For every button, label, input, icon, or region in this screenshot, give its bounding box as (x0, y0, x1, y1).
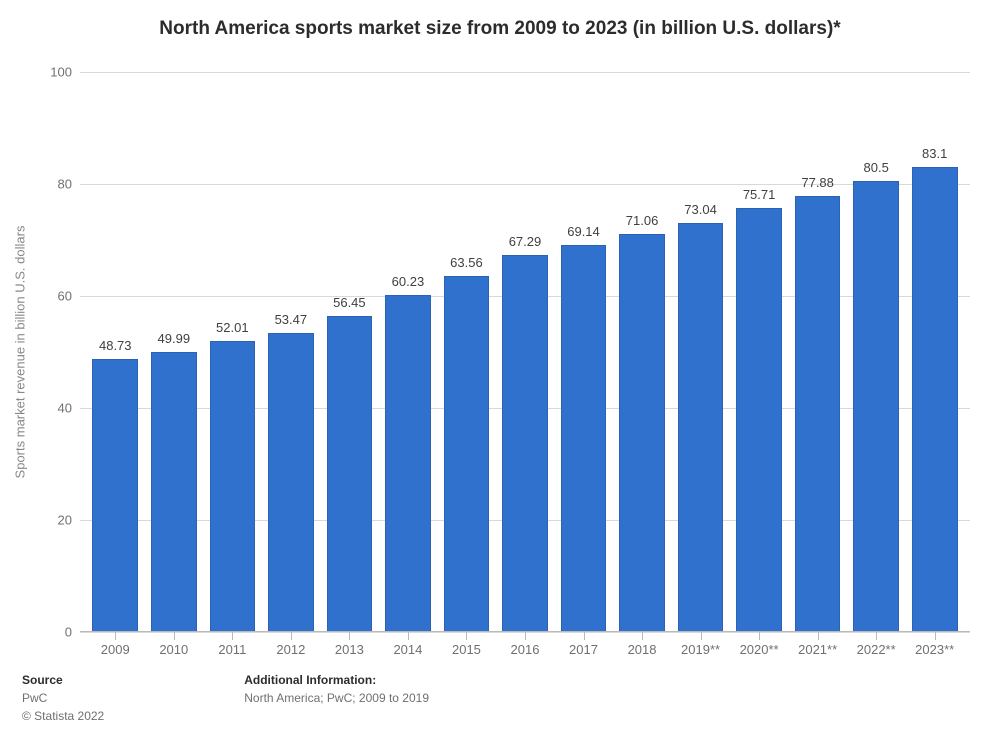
chart-footer: Source PwC © Statista 2022 Additional In… (22, 671, 972, 725)
y-axis-label: Sports market revenue in billion U.S. do… (13, 226, 28, 479)
bar-value-label: 49.99 (158, 331, 191, 346)
bar (444, 276, 490, 632)
x-tick-mark (525, 632, 526, 640)
bar (561, 245, 607, 632)
bar-slot: 60.232014 (379, 72, 438, 632)
x-tick-mark (876, 632, 877, 640)
bar-value-label: 80.5 (864, 160, 889, 175)
bar (385, 295, 431, 632)
x-tick-mark (115, 632, 116, 640)
bar-slot: 71.062018 (613, 72, 672, 632)
bar-value-label: 83.1 (922, 146, 947, 161)
bar-slot: 69.142017 (554, 72, 613, 632)
x-tick-mark (642, 632, 643, 640)
x-tick-mark (584, 632, 585, 640)
bar-value-label: 73.04 (684, 202, 717, 217)
bar-value-label: 77.88 (801, 175, 834, 190)
y-tick-label: 20 (58, 513, 72, 528)
x-tick-mark (701, 632, 702, 640)
bar-slot: 77.882021** (788, 72, 847, 632)
x-tick-label: 2021** (798, 642, 837, 657)
x-tick-label: 2010 (159, 642, 188, 657)
bar (92, 359, 138, 632)
chart-title: North America sports market size from 20… (0, 0, 1000, 50)
bar (619, 234, 665, 632)
bar (327, 316, 373, 632)
bar-slot: 73.042019** (671, 72, 730, 632)
x-tick-mark (174, 632, 175, 640)
source-heading: Source (22, 671, 104, 689)
y-tick-label: 40 (58, 401, 72, 416)
x-tick-mark (759, 632, 760, 640)
x-tick-label: 2018 (628, 642, 657, 657)
x-tick-label: 2017 (569, 642, 598, 657)
x-tick-label: 2022** (857, 642, 896, 657)
y-tick-label: 80 (58, 177, 72, 192)
bar-value-label: 48.73 (99, 338, 132, 353)
y-tick-label: 100 (50, 65, 72, 80)
additional-info-block: Additional Information: North America; P… (244, 671, 429, 725)
bar (210, 341, 256, 632)
bar-value-label: 52.01 (216, 320, 249, 335)
bar-value-label: 53.47 (275, 312, 308, 327)
source-block: Source PwC © Statista 2022 (22, 671, 104, 725)
bar (678, 223, 724, 632)
x-tick-label: 2012 (276, 642, 305, 657)
x-tick-mark (291, 632, 292, 640)
bar (736, 208, 782, 632)
bar (268, 333, 314, 632)
x-tick-mark (408, 632, 409, 640)
bar-slot: 67.292016 (496, 72, 555, 632)
bar-value-label: 56.45 (333, 295, 366, 310)
x-tick-mark (349, 632, 350, 640)
bar-value-label: 69.14 (567, 224, 600, 239)
y-tick-label: 60 (58, 289, 72, 304)
bar (151, 352, 197, 632)
x-tick-label: 2023** (915, 642, 954, 657)
chart-area: Sports market revenue in billion U.S. do… (80, 72, 970, 632)
x-tick-label: 2020** (740, 642, 779, 657)
x-tick-label: 2019** (681, 642, 720, 657)
x-tick-mark (466, 632, 467, 640)
x-tick-label: 2014 (393, 642, 422, 657)
x-tick-label: 2016 (511, 642, 540, 657)
bar (502, 255, 548, 632)
bar-slot: 75.712020** (730, 72, 789, 632)
bar-slot: 63.562015 (437, 72, 496, 632)
copyright-text: © Statista 2022 (22, 707, 104, 725)
bar (795, 196, 841, 632)
x-tick-label: 2011 (218, 642, 246, 657)
bar-slot: 53.472012 (262, 72, 321, 632)
x-tick-label: 2009 (101, 642, 130, 657)
bar-slot: 83.12023** (905, 72, 964, 632)
bar-value-label: 60.23 (392, 274, 425, 289)
plot-area: Sports market revenue in billion U.S. do… (80, 72, 970, 632)
bars-container: 48.73200949.99201052.01201153.47201256.4… (80, 72, 970, 632)
bar (853, 181, 899, 632)
additional-info-text: North America; PwC; 2009 to 2019 (244, 689, 429, 707)
x-tick-mark (935, 632, 936, 640)
bar-slot: 52.012011 (203, 72, 262, 632)
bar-slot: 56.452013 (320, 72, 379, 632)
x-tick-label: 2015 (452, 642, 481, 657)
bar-slot: 48.732009 (86, 72, 145, 632)
x-tick-label: 2013 (335, 642, 364, 657)
bar-value-label: 75.71 (743, 187, 776, 202)
x-tick-mark (818, 632, 819, 640)
source-text: PwC (22, 689, 104, 707)
bar-value-label: 63.56 (450, 255, 483, 270)
bar-value-label: 71.06 (626, 213, 659, 228)
additional-info-heading: Additional Information: (244, 671, 429, 689)
bar-slot: 49.992010 (145, 72, 204, 632)
x-axis-line (80, 631, 970, 632)
bar-slot: 80.52022** (847, 72, 906, 632)
bar-value-label: 67.29 (509, 234, 542, 249)
bar (912, 167, 958, 632)
y-tick-label: 0 (65, 625, 72, 640)
x-tick-mark (232, 632, 233, 640)
